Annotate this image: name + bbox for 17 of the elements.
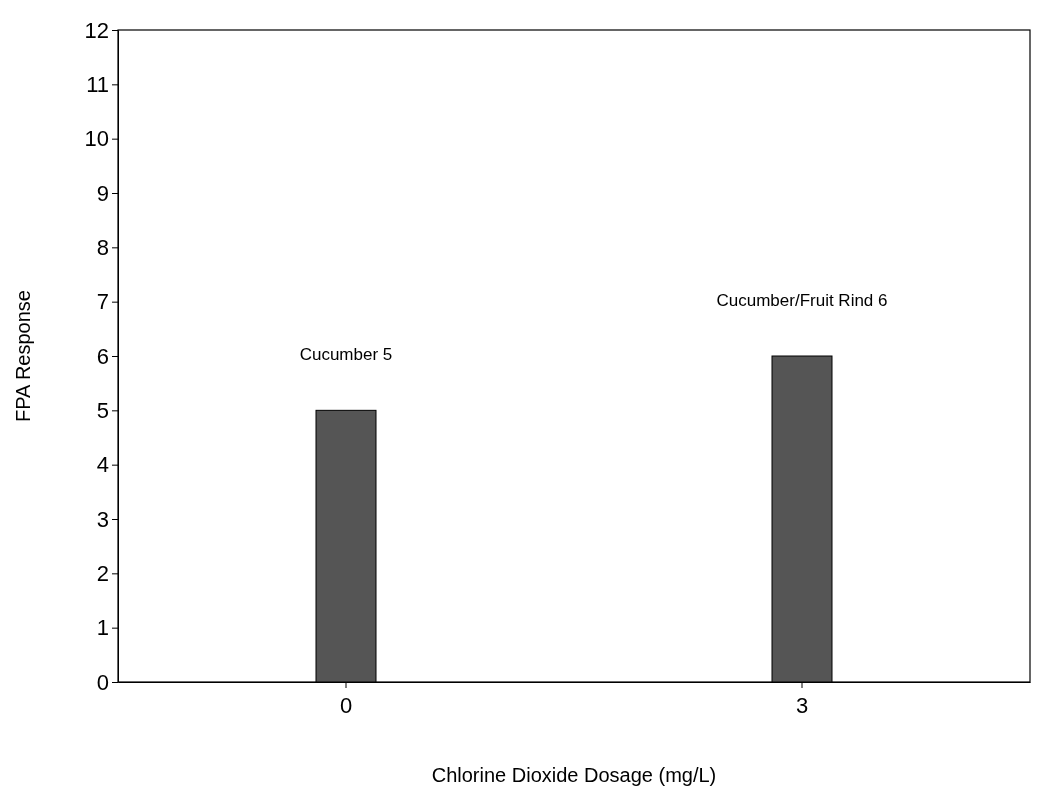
y-axis-title: FPA Response	[12, 290, 34, 422]
y-tick-label: 1	[96, 615, 109, 641]
y-tick-label: 10	[84, 126, 109, 152]
y-tick-label: 0	[96, 669, 109, 695]
y-tick-label: 11	[86, 71, 109, 97]
y-tick-label: 7	[96, 289, 109, 315]
y-tick-label: 12	[84, 17, 109, 43]
y-tick-label: 3	[96, 506, 109, 532]
data-label: Cucumber/Fruit Rind 6	[716, 291, 888, 310]
y-tick-label: 6	[96, 343, 109, 369]
y-tick-label: 5	[96, 397, 109, 423]
x-axis-title: Chlorine Dioxide Dosage (mg/L)	[431, 764, 717, 786]
y-tick-label: 4	[96, 452, 109, 478]
y-tick-label: 2	[96, 560, 109, 586]
y-tick-label: 8	[96, 234, 109, 260]
y-tick-label: 9	[96, 180, 109, 206]
data-label: Cucumber 5	[299, 345, 393, 365]
